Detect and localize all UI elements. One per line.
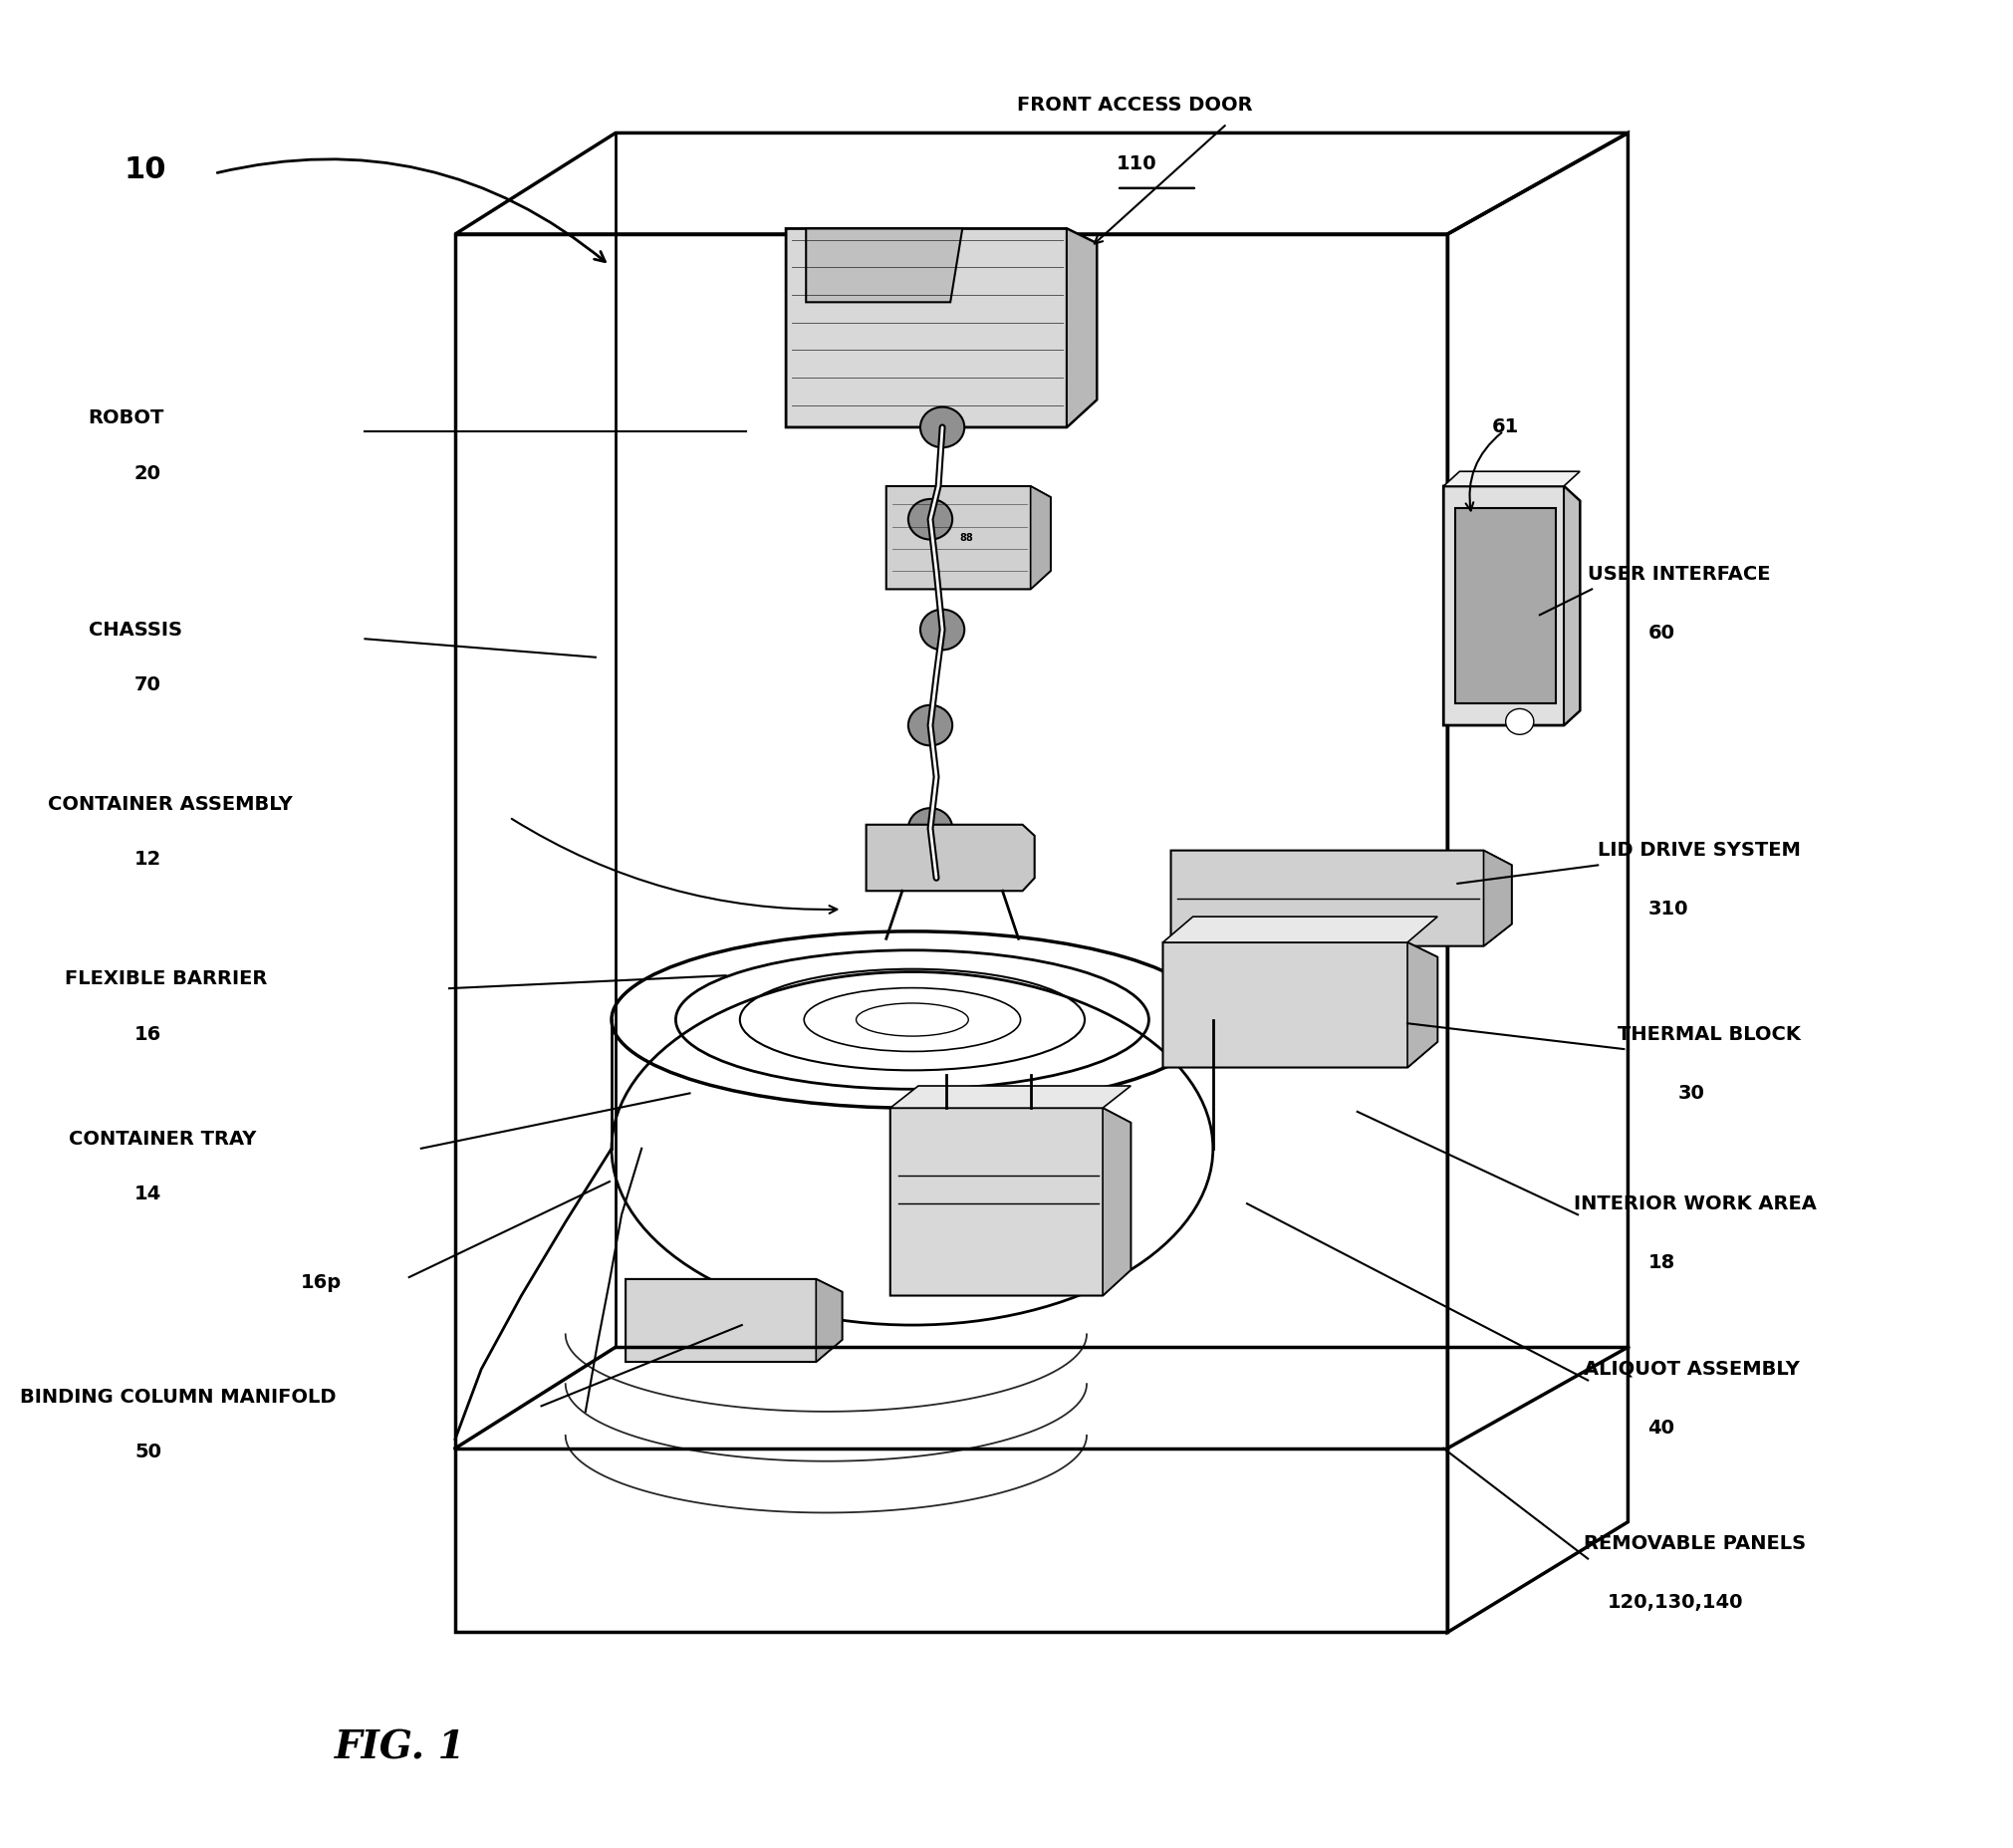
Text: 16: 16 xyxy=(135,1026,161,1044)
Polygon shape xyxy=(815,1279,841,1362)
Polygon shape xyxy=(1031,486,1051,590)
Polygon shape xyxy=(866,824,1035,891)
Text: FRONT ACCESS DOOR: FRONT ACCESS DOOR xyxy=(1017,96,1252,115)
Text: 18: 18 xyxy=(1649,1253,1675,1271)
Polygon shape xyxy=(1443,471,1580,486)
Circle shape xyxy=(920,610,964,650)
Polygon shape xyxy=(886,486,1051,590)
Text: FLEXIBLE BARRIER: FLEXIBLE BARRIER xyxy=(64,970,268,989)
Polygon shape xyxy=(1103,1109,1131,1295)
Circle shape xyxy=(908,706,952,745)
Text: 60: 60 xyxy=(1649,625,1675,643)
Polygon shape xyxy=(785,229,1097,427)
Text: THERMAL BLOCK: THERMAL BLOCK xyxy=(1618,1026,1802,1044)
Polygon shape xyxy=(1443,486,1580,724)
Text: 61: 61 xyxy=(1492,418,1518,436)
Text: 70: 70 xyxy=(135,675,161,695)
Circle shape xyxy=(908,808,952,848)
Text: INTERIOR WORK AREA: INTERIOR WORK AREA xyxy=(1574,1194,1818,1212)
Text: ROBOT: ROBOT xyxy=(89,408,165,427)
Polygon shape xyxy=(890,1109,1131,1295)
Polygon shape xyxy=(1172,850,1512,946)
Polygon shape xyxy=(1164,942,1437,1068)
Text: LID DRIVE SYSTEM: LID DRIVE SYSTEM xyxy=(1598,841,1802,859)
Text: 30: 30 xyxy=(1679,1083,1705,1103)
Text: 120,130,140: 120,130,140 xyxy=(1608,1593,1743,1611)
Text: CONTAINER ASSEMBLY: CONTAINER ASSEMBLY xyxy=(48,795,294,813)
Text: 50: 50 xyxy=(135,1443,161,1462)
Circle shape xyxy=(1506,710,1534,734)
Text: 20: 20 xyxy=(135,464,161,482)
Polygon shape xyxy=(1484,850,1512,946)
Polygon shape xyxy=(1564,486,1580,724)
Text: 16p: 16p xyxy=(300,1273,342,1292)
Text: 40: 40 xyxy=(1649,1419,1675,1438)
Circle shape xyxy=(908,499,952,540)
Polygon shape xyxy=(1067,229,1097,427)
Text: FIG. 1: FIG. 1 xyxy=(334,1730,467,1767)
Text: 14: 14 xyxy=(135,1185,161,1203)
Polygon shape xyxy=(890,1087,1131,1109)
Polygon shape xyxy=(626,1279,841,1362)
Text: 10: 10 xyxy=(125,155,167,185)
Text: REMOVABLE PANELS: REMOVABLE PANELS xyxy=(1584,1534,1806,1554)
Text: BINDING COLUMN MANIFOLD: BINDING COLUMN MANIFOLD xyxy=(20,1388,336,1406)
Text: CHASSIS: CHASSIS xyxy=(89,621,181,639)
Text: CONTAINER TRAY: CONTAINER TRAY xyxy=(68,1129,256,1149)
Polygon shape xyxy=(805,229,962,303)
Text: ALIQUOT ASSEMBLY: ALIQUOT ASSEMBLY xyxy=(1584,1360,1800,1379)
Text: 310: 310 xyxy=(1649,900,1689,918)
Polygon shape xyxy=(1455,508,1556,704)
Text: USER INTERFACE: USER INTERFACE xyxy=(1588,565,1771,584)
Text: 12: 12 xyxy=(135,850,161,869)
Polygon shape xyxy=(1407,942,1437,1068)
Text: 110: 110 xyxy=(1117,155,1157,174)
Circle shape xyxy=(920,407,964,447)
Polygon shape xyxy=(1164,917,1437,942)
Text: 88: 88 xyxy=(960,532,972,543)
